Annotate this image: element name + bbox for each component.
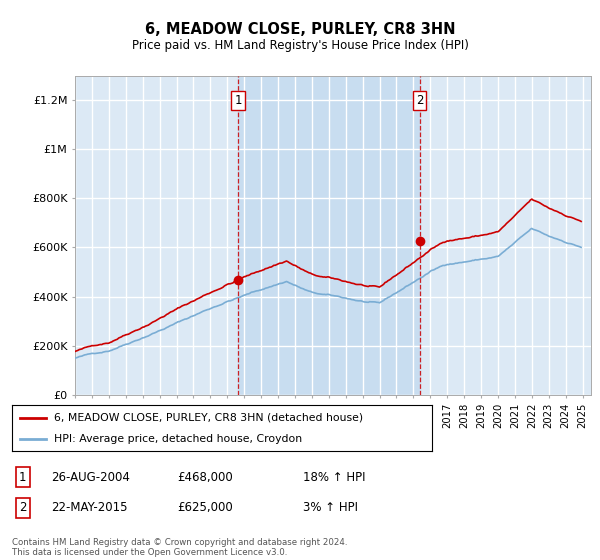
Text: 6, MEADOW CLOSE, PURLEY, CR8 3HN: 6, MEADOW CLOSE, PURLEY, CR8 3HN — [145, 22, 455, 38]
Text: 1: 1 — [19, 470, 26, 484]
Text: 26-AUG-2004: 26-AUG-2004 — [51, 470, 130, 484]
Text: 22-MAY-2015: 22-MAY-2015 — [51, 501, 128, 515]
Text: Contains HM Land Registry data © Crown copyright and database right 2024.
This d: Contains HM Land Registry data © Crown c… — [12, 538, 347, 557]
Text: £625,000: £625,000 — [177, 501, 233, 515]
Text: HPI: Average price, detached house, Croydon: HPI: Average price, detached house, Croy… — [54, 435, 302, 444]
Text: 6, MEADOW CLOSE, PURLEY, CR8 3HN (detached house): 6, MEADOW CLOSE, PURLEY, CR8 3HN (detach… — [54, 413, 363, 423]
Text: 18% ↑ HPI: 18% ↑ HPI — [303, 470, 365, 484]
Text: 3% ↑ HPI: 3% ↑ HPI — [303, 501, 358, 515]
Text: 2: 2 — [19, 501, 26, 515]
Text: 2: 2 — [416, 94, 424, 106]
Text: £468,000: £468,000 — [177, 470, 233, 484]
Text: 1: 1 — [235, 94, 242, 106]
Text: Price paid vs. HM Land Registry's House Price Index (HPI): Price paid vs. HM Land Registry's House … — [131, 39, 469, 52]
